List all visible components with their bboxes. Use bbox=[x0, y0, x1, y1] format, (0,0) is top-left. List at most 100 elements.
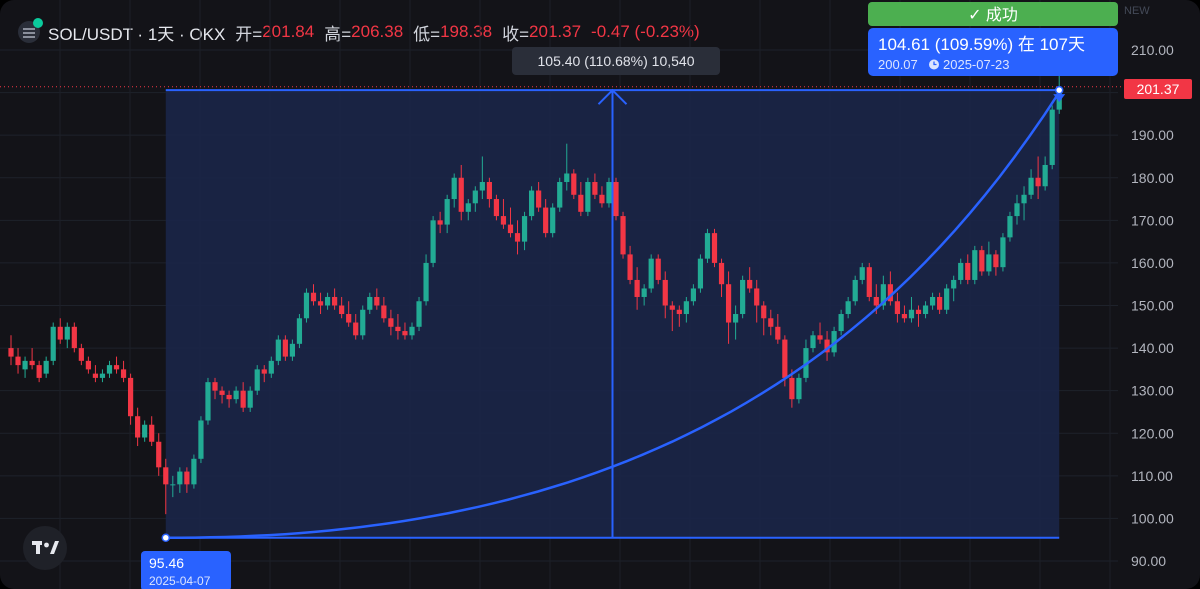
candle bbox=[50, 322, 56, 366]
clock-icon bbox=[929, 59, 939, 70]
candle-body bbox=[768, 318, 774, 327]
candle-body bbox=[8, 348, 14, 357]
candle bbox=[915, 305, 922, 327]
candle-body bbox=[754, 288, 760, 306]
y-tick-label: 150.00 bbox=[1131, 298, 1174, 314]
projection-curve bbox=[165, 91, 1061, 539]
candle bbox=[360, 305, 366, 340]
close-label: 收= bbox=[502, 24, 530, 44]
candle bbox=[332, 288, 338, 310]
candle-body bbox=[571, 173, 577, 195]
candle bbox=[901, 305, 908, 323]
candle-body bbox=[367, 296, 373, 310]
candle bbox=[543, 199, 549, 238]
candle-body bbox=[303, 292, 310, 319]
candle-body bbox=[416, 301, 422, 327]
close-value: 201.37 bbox=[529, 22, 582, 41]
candle-body bbox=[317, 301, 324, 306]
candle-body bbox=[163, 467, 169, 485]
candle bbox=[22, 356, 28, 378]
candle-body bbox=[725, 284, 732, 323]
candle-body bbox=[852, 279, 858, 302]
candle-body bbox=[634, 279, 640, 297]
candle bbox=[458, 164, 464, 221]
candle-body bbox=[395, 326, 401, 332]
candle bbox=[993, 250, 999, 276]
candle bbox=[198, 416, 204, 464]
candle-body bbox=[627, 254, 633, 280]
candle-body bbox=[873, 296, 879, 306]
candle bbox=[711, 228, 718, 268]
candle-body bbox=[409, 326, 415, 336]
candle bbox=[85, 356, 91, 374]
candle bbox=[486, 177, 492, 208]
start-price-text: 95.46 bbox=[149, 555, 184, 571]
candle bbox=[922, 301, 929, 319]
candle-body bbox=[472, 190, 478, 204]
candle bbox=[15, 348, 21, 374]
open-value: 201.84 bbox=[262, 22, 315, 41]
low-value: 198.38 bbox=[440, 22, 493, 41]
candle-body bbox=[381, 305, 387, 319]
candle-body bbox=[592, 182, 598, 195]
candle bbox=[585, 177, 591, 217]
candle-body bbox=[1042, 164, 1048, 187]
candle bbox=[887, 271, 893, 306]
candle-body bbox=[606, 182, 612, 204]
candle-body bbox=[310, 292, 317, 302]
candle bbox=[627, 245, 633, 285]
candle-body bbox=[1014, 203, 1020, 217]
y-tick-label: 180.00 bbox=[1131, 170, 1174, 186]
candle bbox=[824, 331, 830, 361]
candle bbox=[1028, 169, 1034, 200]
candle-body bbox=[247, 390, 253, 408]
candle bbox=[275, 335, 281, 366]
candle-body bbox=[22, 360, 28, 370]
open-label: 开= bbox=[235, 24, 263, 44]
y-tick-label: 110.00 bbox=[1131, 468, 1173, 484]
candle bbox=[944, 284, 950, 315]
candle-body bbox=[1007, 216, 1013, 238]
candle bbox=[163, 458, 169, 515]
candle bbox=[472, 186, 478, 212]
candle-body bbox=[514, 233, 521, 242]
candle-body bbox=[796, 377, 802, 400]
candle bbox=[402, 322, 408, 340]
candle bbox=[226, 390, 232, 408]
low-label: 低= bbox=[413, 24, 441, 44]
candle-body bbox=[156, 441, 162, 468]
candle bbox=[254, 365, 260, 395]
candle-body bbox=[859, 267, 865, 280]
candle bbox=[965, 254, 971, 285]
candle-body bbox=[458, 177, 464, 212]
candle bbox=[578, 182, 584, 217]
candle-body bbox=[782, 339, 788, 378]
candle-body bbox=[620, 216, 626, 255]
candle-body bbox=[747, 279, 753, 289]
tradingview-logo-icon[interactable] bbox=[23, 526, 67, 570]
candle-body bbox=[585, 182, 591, 212]
symbol-title[interactable]: SOL/USDT · 1天 · OKX bbox=[48, 24, 226, 44]
candle bbox=[507, 207, 514, 238]
candle bbox=[127, 373, 134, 425]
candle-body bbox=[85, 360, 91, 370]
candle bbox=[641, 284, 647, 306]
candle bbox=[648, 254, 654, 293]
candle bbox=[740, 275, 746, 319]
candle bbox=[831, 326, 837, 357]
candle-body bbox=[29, 360, 35, 366]
candle-body bbox=[648, 258, 654, 289]
candle bbox=[317, 292, 324, 315]
price-axis: 210.00200.00190.00180.00170.00160.00150.… bbox=[1131, 42, 1174, 569]
candle bbox=[92, 365, 99, 383]
candle bbox=[613, 177, 619, 221]
candle bbox=[135, 407, 141, 447]
candle-body bbox=[740, 279, 746, 315]
candle-body bbox=[15, 356, 21, 366]
candle-body bbox=[268, 360, 274, 374]
candle bbox=[1042, 156, 1048, 191]
candle bbox=[177, 467, 183, 493]
candle bbox=[395, 314, 401, 340]
